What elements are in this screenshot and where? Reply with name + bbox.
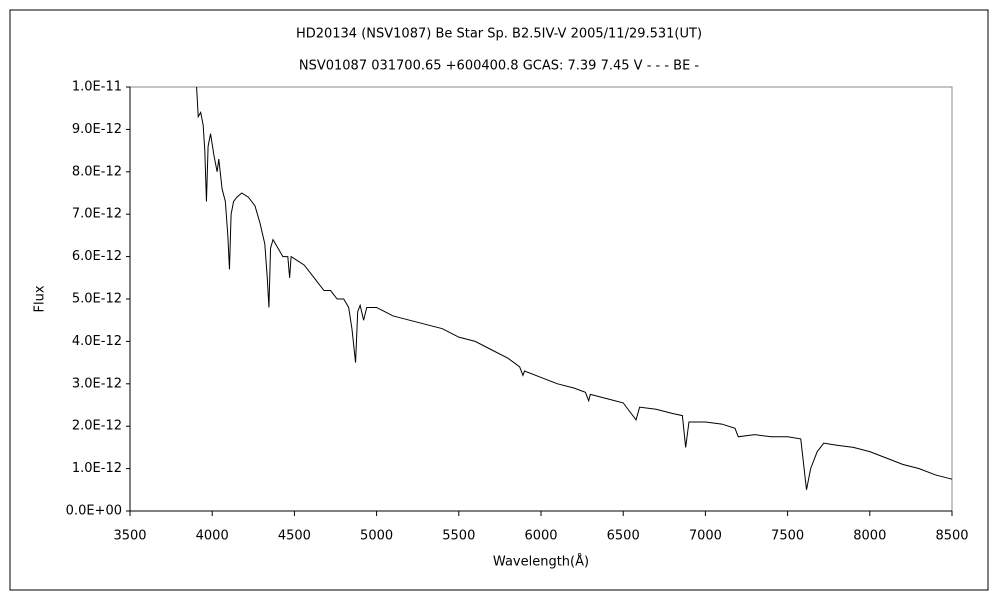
chart-title: HD20134 (NSV1087) Be Star Sp. B2.5IV-V 2… <box>296 27 702 42</box>
x-tick-label: 8500 <box>935 529 968 544</box>
y-tick-label: 6.0E-12 <box>72 249 122 264</box>
y-tick-label: 2.0E-12 <box>72 419 122 434</box>
y-tick-label: 0.0E+00 <box>66 504 122 519</box>
x-tick-label: 4000 <box>196 529 229 544</box>
spectrum-line <box>196 86 953 490</box>
x-tick-label: 8000 <box>853 529 886 544</box>
x-tick-label: 6500 <box>607 529 640 544</box>
x-tick-label: 7000 <box>689 529 722 544</box>
x-tick-label: 4500 <box>278 529 311 544</box>
y-tick-label: 9.0E-12 <box>72 122 122 137</box>
y-tick-label: 5.0E-12 <box>72 292 122 307</box>
x-tick-label: 5500 <box>442 529 475 544</box>
y-tick-label: 1.0E-11 <box>72 80 122 95</box>
x-tick-label: 7500 <box>771 529 804 544</box>
chart-border <box>9 9 989 591</box>
y-axis-label: Flux <box>33 285 48 312</box>
y-tick-label: 7.0E-12 <box>72 207 122 222</box>
x-axis-label: Wavelength(Å) <box>493 554 589 570</box>
y-tick-label: 4.0E-12 <box>72 334 122 349</box>
x-tick-label: 6000 <box>524 529 557 544</box>
y-tick-label: 8.0E-12 <box>72 164 122 179</box>
chart-subtitle: NSV01087 031700.65 +600400.8 GCAS: 7.39 … <box>299 59 700 74</box>
y-tick-label: 3.0E-12 <box>72 376 122 391</box>
x-tick-label: 5000 <box>360 529 393 544</box>
y-tick-label: 1.0E-12 <box>72 461 122 476</box>
x-tick-label: 3500 <box>113 529 146 544</box>
